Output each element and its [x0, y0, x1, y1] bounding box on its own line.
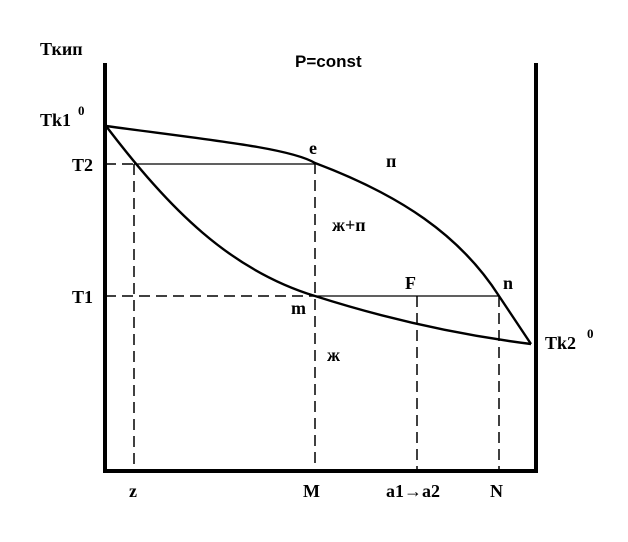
tk1-superscript: 0	[78, 103, 85, 118]
x-label-z: z	[129, 481, 137, 501]
point-f-label: F	[405, 273, 416, 293]
x-label-n: N	[490, 481, 503, 501]
region-vapor-label: п	[386, 151, 396, 171]
point-m-label: m	[291, 298, 306, 318]
tk1-label: Tk1	[40, 110, 71, 130]
pressure-label: P=const	[295, 52, 362, 71]
t1-label: T1	[72, 287, 93, 307]
x-label-m: M	[303, 481, 320, 501]
t2-label: T2	[72, 155, 93, 175]
dew-curve	[105, 124, 532, 345]
tk2-superscript: 0	[587, 326, 594, 341]
boiling-curve	[105, 125, 532, 346]
x-label-a1-a2: a1→a2	[386, 481, 440, 501]
tk2-label: Tk2	[545, 333, 576, 353]
y-axis-label: Ткип	[40, 39, 83, 59]
point-e-label: e	[309, 138, 317, 158]
point-n-label: n	[503, 273, 513, 293]
region-two-phase-label: ж+п	[332, 215, 366, 235]
region-liquid-label: ж	[327, 345, 341, 365]
